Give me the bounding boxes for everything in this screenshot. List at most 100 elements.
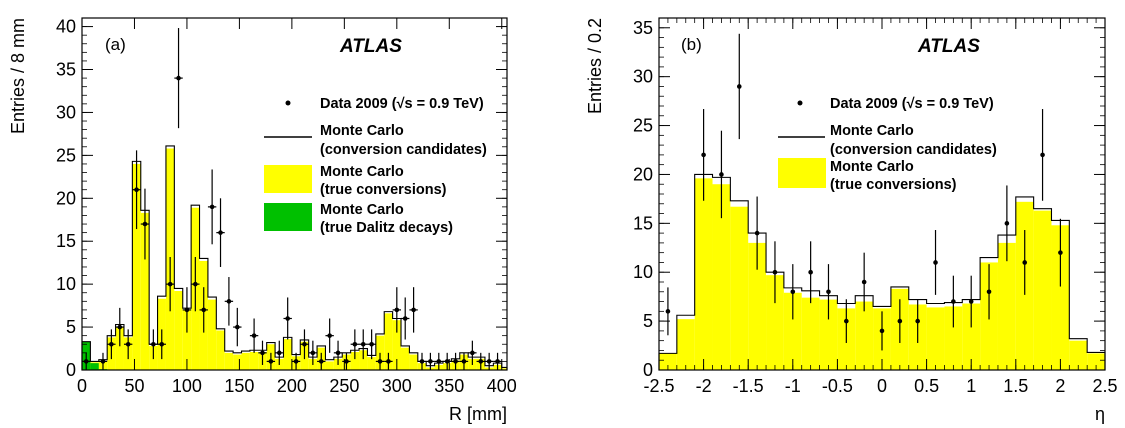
data-point bbox=[719, 130, 724, 219]
data-point bbox=[149, 329, 158, 360]
mc-true-conversion-bin bbox=[962, 303, 981, 370]
legend-green-label-2: (true Dalitz decays) bbox=[320, 220, 453, 236]
data-point-marker bbox=[701, 152, 706, 158]
mc-true-conversion-bin bbox=[1051, 225, 1070, 370]
data-point-marker bbox=[159, 341, 165, 347]
data-point bbox=[451, 352, 460, 370]
legend-yellow-swatch bbox=[778, 158, 826, 188]
y-tick-label: 10 bbox=[633, 262, 653, 282]
y-tick-label: 15 bbox=[633, 213, 653, 233]
panel-b-x-axis-label: η bbox=[1095, 404, 1105, 424]
x-tick-label: 50 bbox=[124, 376, 144, 396]
data-point-marker bbox=[318, 359, 324, 364]
data-point bbox=[140, 188, 150, 260]
data-point bbox=[107, 329, 116, 360]
data-point bbox=[468, 340, 477, 365]
x-tick-label: 0 bbox=[877, 376, 887, 396]
data-point-marker bbox=[344, 359, 349, 364]
data-point-marker bbox=[461, 359, 467, 364]
data-point bbox=[249, 318, 259, 353]
data-point-marker bbox=[226, 299, 232, 304]
data-point-marker bbox=[394, 307, 400, 313]
y-tick-label: 35 bbox=[633, 18, 653, 38]
mc-true-conversion-bin bbox=[926, 307, 945, 370]
panel-b-title: ATLAS bbox=[917, 36, 980, 57]
data-point bbox=[375, 352, 385, 370]
x-tick-label: 350 bbox=[434, 376, 464, 396]
panel-a-label: (a) bbox=[105, 35, 126, 54]
mc-true-conversion-bin bbox=[325, 361, 334, 370]
data-point bbox=[1040, 109, 1045, 201]
data-point-marker bbox=[209, 204, 215, 210]
mc-true-conversion-bin bbox=[359, 350, 368, 370]
panel-a-title: ATLAS bbox=[339, 36, 402, 57]
data-point-marker bbox=[268, 359, 274, 364]
data-point bbox=[115, 307, 124, 347]
legend-data-label: Data 2009 (√s = 0.9 TeV) bbox=[320, 96, 484, 112]
data-point-marker bbox=[772, 269, 778, 275]
legend-green-label: Monte Carlo bbox=[320, 202, 404, 218]
mc-true-conversion-bin bbox=[783, 292, 802, 370]
data-point-marker bbox=[1040, 152, 1045, 158]
data-point bbox=[665, 287, 671, 336]
data-point-marker bbox=[861, 279, 867, 285]
legend-yellow-label-2: (true conversions) bbox=[830, 177, 957, 193]
data-point-marker bbox=[933, 260, 938, 265]
data-point bbox=[736, 33, 742, 140]
mc-true-conversion-bin bbox=[384, 313, 393, 370]
data-point bbox=[459, 352, 469, 370]
data-point-marker bbox=[453, 359, 458, 364]
x-tick-label: 300 bbox=[382, 376, 412, 396]
mc-true-conversion-bin bbox=[944, 306, 963, 370]
data-point-marker bbox=[808, 269, 813, 275]
mc-true-conversion-bin bbox=[367, 357, 376, 370]
data-point-marker bbox=[478, 359, 484, 364]
mc-true-conversion-bin bbox=[207, 299, 217, 370]
data-point-marker bbox=[879, 328, 885, 334]
data-point-marker bbox=[260, 350, 265, 356]
data-point-marker bbox=[360, 341, 366, 347]
panel-a-frame bbox=[81, 17, 508, 371]
data-point-marker bbox=[1058, 250, 1063, 255]
data-point bbox=[476, 352, 485, 370]
mc-true-conversion-bin bbox=[409, 354, 418, 370]
legend-data-label: Data 2009 (√s = 0.9 TeV) bbox=[830, 96, 994, 112]
data-point bbox=[1004, 185, 1010, 262]
data-point-marker bbox=[470, 350, 475, 356]
y-tick-label: 25 bbox=[633, 116, 653, 136]
x-tick-label: -1.5 bbox=[733, 376, 764, 396]
x-tick-label: -1 bbox=[785, 376, 801, 396]
data-point bbox=[191, 256, 200, 312]
data-point bbox=[317, 352, 326, 370]
data-point bbox=[199, 287, 208, 333]
data-point-marker bbox=[184, 307, 190, 313]
data-point bbox=[342, 352, 351, 370]
data-point bbox=[1058, 218, 1063, 287]
data-point-marker bbox=[176, 75, 181, 81]
data-point-marker bbox=[193, 281, 198, 287]
panel-a-y-axis-label: Entries / 8 mm bbox=[8, 18, 28, 134]
data-point bbox=[986, 264, 992, 320]
legend-line-label-2: (conversion candidates) bbox=[830, 142, 997, 158]
data-point bbox=[157, 329, 166, 360]
x-tick-label: 2.5 bbox=[1092, 376, 1117, 396]
mc-true-conversion-bin bbox=[140, 212, 150, 370]
data-point bbox=[915, 299, 920, 343]
mc-true-conversion-bin bbox=[730, 206, 749, 370]
mc-true-conversion-bin bbox=[1033, 210, 1052, 370]
data-point bbox=[182, 287, 192, 333]
mc-true-conversion-bin bbox=[132, 163, 141, 370]
y-tick-label: 0 bbox=[643, 360, 653, 380]
data-point-marker bbox=[736, 84, 742, 89]
y-tick-label: 0 bbox=[66, 360, 76, 380]
mc-true-conversion-bin bbox=[855, 301, 874, 370]
data-point-marker bbox=[915, 318, 920, 324]
data-point bbox=[283, 297, 292, 340]
data-point bbox=[844, 299, 849, 343]
legend-data-marker bbox=[285, 100, 291, 106]
data-point-marker bbox=[754, 230, 760, 236]
data-point-marker bbox=[495, 359, 500, 364]
x-tick-label: 1.5 bbox=[1003, 376, 1028, 396]
data-point bbox=[258, 340, 267, 365]
data-point-marker bbox=[352, 341, 358, 347]
